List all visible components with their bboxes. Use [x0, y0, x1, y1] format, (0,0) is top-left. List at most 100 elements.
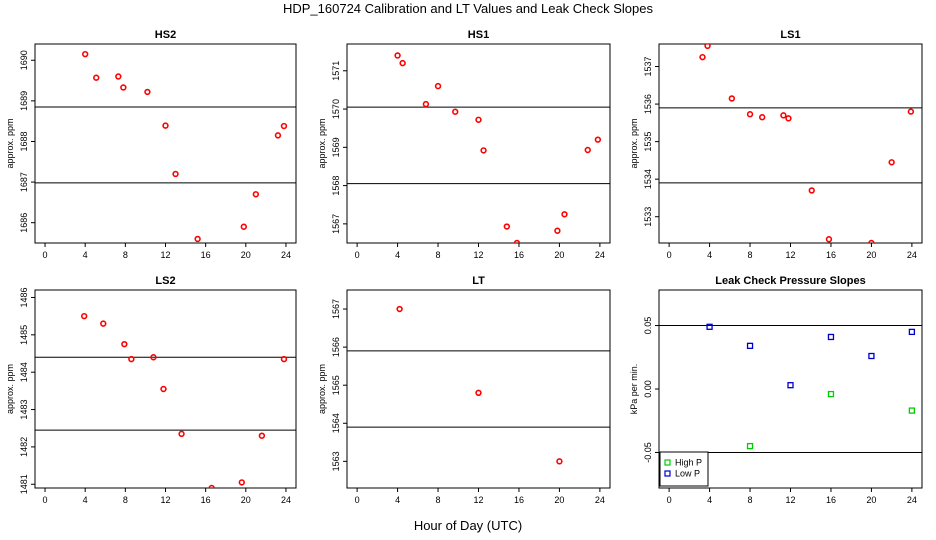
data-point	[121, 340, 128, 348]
data-point	[93, 74, 100, 81]
data-point	[746, 111, 754, 118]
x-tick-label: 8	[436, 495, 441, 505]
data-point	[785, 115, 792, 122]
data-point	[728, 95, 736, 102]
x-tick-label: 20	[241, 495, 251, 505]
plot-frame	[346, 289, 611, 489]
panel-title: LS2	[155, 275, 175, 287]
y-tick-label: 0.00	[643, 380, 653, 398]
y-tick-label: 1533	[643, 207, 653, 227]
data-points	[394, 52, 602, 243]
panel-title: HS1	[468, 29, 489, 41]
data-point	[452, 108, 459, 115]
legend-label: Low P	[675, 469, 700, 479]
x-tick-label: 0	[43, 495, 48, 505]
data-point	[144, 88, 151, 96]
x-tick-label: 4	[83, 250, 88, 260]
panel-leak-check-pressure-slopes: Leak Check Pressure Slopes 0 4 8 12 16 20 24 -0.…	[629, 275, 923, 505]
x-tick-label: 8	[748, 250, 753, 260]
data-point	[888, 159, 895, 166]
x-tick-label: 4	[395, 495, 400, 505]
y-tick-label: 0.05	[643, 317, 653, 335]
y-tick-label: 1486	[19, 287, 29, 307]
data-point	[162, 122, 169, 129]
y-axis-label: approx. ppm	[629, 118, 639, 168]
y-tick-label: 1565	[331, 375, 341, 395]
x-tick-label: 20	[241, 250, 251, 260]
data-point	[208, 484, 215, 488]
data-point	[475, 389, 482, 397]
data-point	[554, 227, 561, 234]
panel-ls1: LS1 0 4 8 12 16 20 24 1533 1534 1535 1536 1537 approx…	[629, 29, 923, 260]
data-point	[868, 352, 875, 360]
data-point	[746, 442, 754, 450]
x-tick-label: 12	[473, 250, 483, 260]
y-tick-label: 1688	[19, 131, 29, 151]
y-tick-label: 1568	[331, 176, 341, 196]
x-tick-label: 20	[554, 250, 564, 260]
x-tick-label: 4	[395, 250, 400, 260]
legend-box	[659, 451, 709, 487]
y-axis-label: kPa per min.	[629, 364, 639, 415]
x-tick-label: 0	[355, 250, 360, 260]
x-tick-label: 8	[123, 495, 128, 505]
data-point	[280, 355, 288, 363]
data-point	[758, 114, 766, 121]
data-point	[503, 223, 511, 230]
x-tick-label: 16	[201, 250, 211, 260]
panel-title: HS2	[155, 29, 176, 41]
x-tick-label: 16	[514, 495, 524, 505]
plot-frame	[658, 43, 923, 244]
panel-title: LS1	[780, 29, 800, 41]
x-tick-label: 24	[907, 250, 917, 260]
x-tick-label: 4	[707, 250, 712, 260]
y-tick-label: 1485	[19, 325, 29, 345]
data-point	[258, 432, 266, 439]
y-tick-label: 1689	[19, 91, 29, 111]
x-tick-label: 24	[595, 250, 605, 260]
data-point	[120, 84, 127, 91]
y-tick-label: 1484	[19, 362, 29, 382]
x-tick-label: 0	[667, 250, 672, 260]
data-point	[561, 211, 568, 218]
y-tick-label: 1534	[643, 169, 653, 189]
panel-ls2: LS2 0 4 8 12 16 20 24 1481 1482 1483 1484 1485 1486 ap…	[5, 275, 297, 505]
y-tick-label: 1567	[331, 299, 341, 319]
data-point	[240, 223, 248, 230]
x-tick-label: 12	[160, 250, 170, 260]
panel-lt: LT 0 4 8 12 16 20 24 1563 1564 1565 1566 1567 approx.…	[317, 275, 611, 505]
data-point	[274, 132, 282, 139]
data-point	[128, 355, 135, 363]
data-point	[827, 333, 835, 341]
y-axis-label: approx. ppm	[317, 364, 327, 414]
data-points	[81, 50, 288, 243]
y-tick-label: 1482	[19, 437, 29, 457]
y-axis-label: approx. ppm	[5, 364, 15, 414]
data-point	[699, 53, 706, 61]
panel-title: LT	[472, 275, 485, 287]
y-tick-label: 1481	[19, 474, 29, 494]
data-point	[808, 187, 815, 194]
data-point	[475, 116, 482, 123]
x-tick-label: 16	[201, 495, 211, 505]
data-point	[594, 136, 602, 143]
data-point	[252, 191, 260, 198]
data-point	[396, 305, 403, 313]
x-tick-label: 24	[281, 495, 291, 505]
data-point	[556, 458, 563, 465]
data-point	[780, 112, 787, 119]
data-point	[394, 52, 401, 59]
data-point	[81, 50, 89, 58]
data-point	[160, 385, 167, 393]
x-tick-label: 4	[707, 495, 712, 505]
y-axis-label: approx. ppm	[317, 118, 327, 168]
figure-title: HDP_160724 Calibration and LT Values and…	[282, 1, 654, 16]
data-point	[238, 479, 245, 486]
data-point	[704, 44, 711, 50]
data-points	[396, 305, 563, 465]
y-tick-label: 1570	[331, 99, 341, 119]
x-tick-label: 0	[355, 495, 360, 505]
